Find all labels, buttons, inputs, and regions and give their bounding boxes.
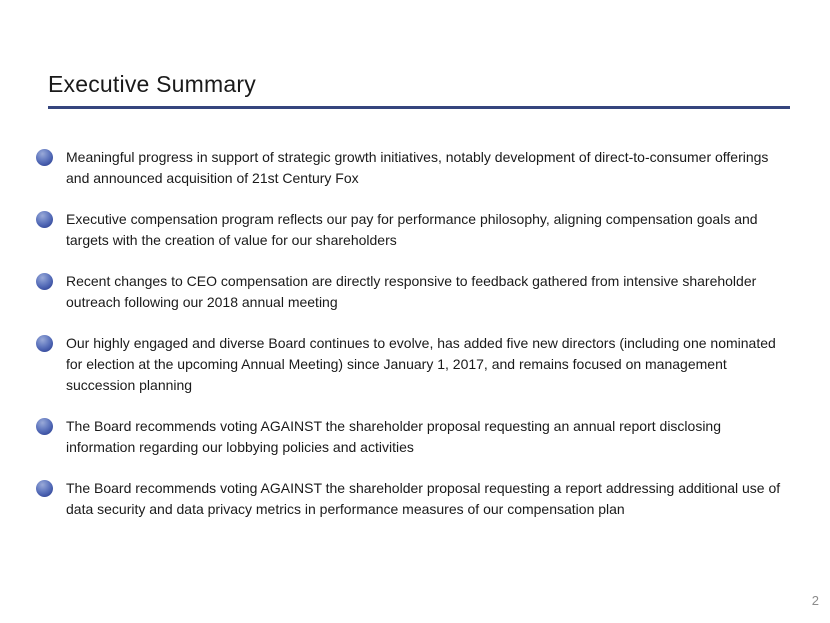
bullet-text: Our highly engaged and diverse Board con…	[66, 335, 776, 393]
bullet-text: Meaningful progress in support of strate…	[66, 149, 769, 186]
bullet-sphere-icon	[36, 273, 53, 290]
bullet-sphere-icon	[36, 418, 53, 435]
bullet-sphere-icon	[36, 480, 53, 497]
page-number: 2	[811, 593, 819, 608]
bullet-text: Recent changes to CEO compensation are d…	[66, 273, 757, 310]
bullet-text: The Board recommends voting AGAINST the …	[66, 480, 781, 517]
bullet-text: Executive compensation program reflects …	[66, 211, 758, 248]
bullet-text: The Board recommends voting AGAINST the …	[66, 418, 722, 455]
list-item: Our highly engaged and diverse Board con…	[36, 333, 792, 396]
bullet-list: Meaningful progress in support of strate…	[36, 147, 792, 540]
bullet-sphere-icon	[36, 211, 53, 228]
list-item: Meaningful progress in support of strate…	[36, 147, 792, 189]
page-title: Executive Summary	[48, 71, 256, 97]
list-item: The Board recommends voting AGAINST the …	[36, 416, 792, 458]
bullet-sphere-icon	[36, 335, 53, 352]
list-item: The Board recommends voting AGAINST the …	[36, 478, 792, 520]
list-item: Executive compensation program reflects …	[36, 209, 792, 251]
title-underline-rule	[48, 106, 790, 109]
list-item: Recent changes to CEO compensation are d…	[36, 271, 792, 313]
bullet-sphere-icon	[36, 149, 53, 166]
